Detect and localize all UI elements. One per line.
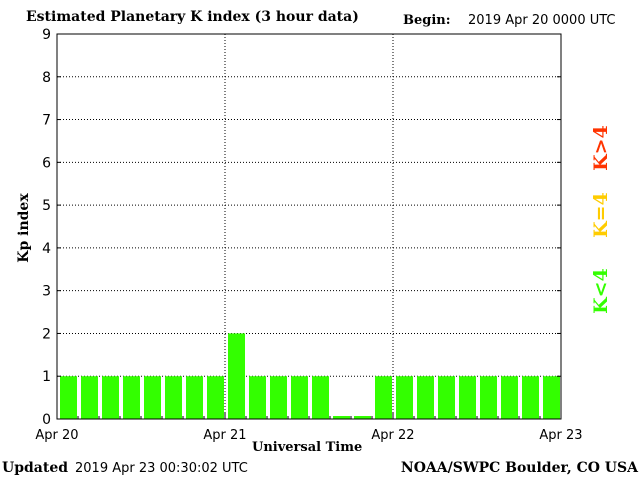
plot-frame [56, 33, 562, 420]
legend-k-greater-4: K>4 [590, 125, 612, 171]
bar-23 [543, 376, 560, 419]
bar-14 [354, 416, 371, 419]
x-axis-label: Universal Time [252, 440, 363, 455]
y-tick-label-6: 6 [42, 155, 51, 171]
y-tick-label-3: 3 [42, 284, 51, 300]
bar-20 [480, 376, 497, 419]
y-tick-label-0: 0 [42, 412, 51, 428]
y-tick-label-2: 2 [42, 326, 51, 342]
x-axis-ticks: Apr 20 Apr 21 Apr 22 Apr 23 [35, 413, 583, 443]
chart-title: Estimated Planetary K index (3 hour data… [26, 9, 359, 25]
x-tick-label-1: Apr 21 [203, 428, 246, 443]
bar-5 [165, 376, 182, 419]
y-axis-label: Kp index [16, 193, 32, 263]
chart-bars [60, 333, 560, 419]
bar-22 [522, 376, 539, 419]
bar-19 [459, 376, 476, 419]
bar-0 [60, 376, 77, 419]
bar-9 [249, 376, 266, 419]
legend-k-equal-4: K=4 [590, 192, 612, 238]
bar-16 [396, 376, 413, 419]
bar-7 [207, 376, 224, 419]
bar-8 [228, 333, 245, 419]
bar-4 [144, 376, 161, 419]
updated-label: Updated [2, 460, 69, 476]
x-tick-label-0: Apr 20 [35, 428, 78, 443]
credit-text: NOAA/SWPC Boulder, CO USA [400, 460, 638, 476]
y-axis-ticks: 0 1 2 3 4 5 6 7 8 9 [42, 27, 561, 428]
bar-12 [312, 376, 329, 419]
bar-11 [291, 376, 308, 419]
begin-value: 2019 Apr 20 0000 UTC [468, 13, 616, 28]
y-tick-label-1: 1 [42, 369, 51, 385]
y-tick-label-8: 8 [42, 70, 51, 86]
bar-3 [123, 376, 140, 419]
bar-18 [438, 376, 455, 419]
x-tick-label-2: Apr 22 [371, 428, 414, 443]
y-tick-label-4: 4 [42, 241, 51, 257]
bar-10 [270, 376, 287, 419]
bar-17 [417, 376, 434, 419]
x-tick-label-3: Apr 23 [539, 428, 582, 443]
bar-13 [333, 416, 350, 419]
bar-2 [102, 376, 119, 419]
bar-6 [186, 376, 203, 419]
legend-k-less-4: K<4 [590, 268, 612, 314]
chart-grid [57, 34, 561, 419]
updated-value: 2019 Apr 23 00:30:02 UTC [75, 461, 248, 476]
bar-1 [81, 376, 98, 419]
bar-21 [501, 376, 518, 419]
bar-15 [375, 376, 392, 419]
y-tick-label-7: 7 [42, 113, 51, 129]
y-tick-label-9: 9 [42, 27, 51, 43]
y-tick-label-5: 5 [42, 198, 51, 214]
begin-label: Begin: [403, 13, 451, 28]
